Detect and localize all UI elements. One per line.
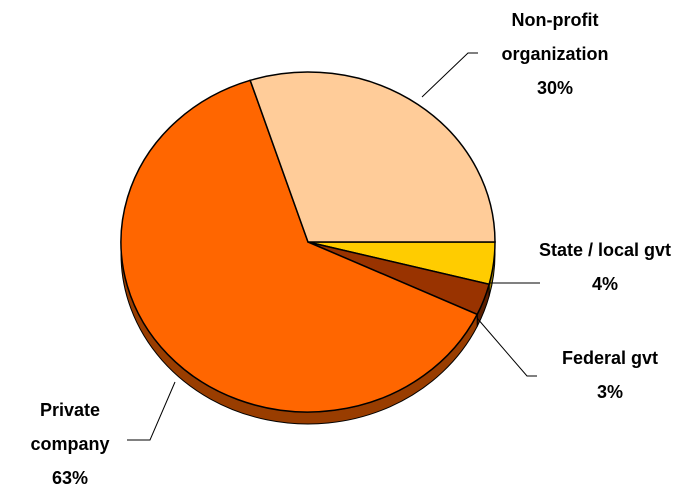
slice-label: Non-profit organization 30% (475, 3, 635, 105)
slice (249, 71, 496, 243)
category-label: State / local gvt (538, 240, 672, 260)
leader-line (476, 317, 537, 377)
slice-label: State / local gvt 4% (525, 233, 685, 301)
category-label: Federal gvt (561, 348, 659, 368)
value-label: 30% (536, 78, 574, 98)
value-label: 63% (51, 468, 89, 485)
slice-label: Federal gvt 3% (535, 341, 685, 409)
slice-label: Private company 63% (10, 393, 130, 485)
leader-line (421, 52, 478, 98)
leader-line (127, 381, 176, 441)
slice (120, 79, 479, 413)
value-label: 3% (596, 382, 623, 402)
category-label: Non-profit organization (501, 10, 609, 64)
slices (120, 71, 496, 425)
category-label: Private company (30, 400, 110, 454)
value-label: 4% (591, 274, 618, 294)
